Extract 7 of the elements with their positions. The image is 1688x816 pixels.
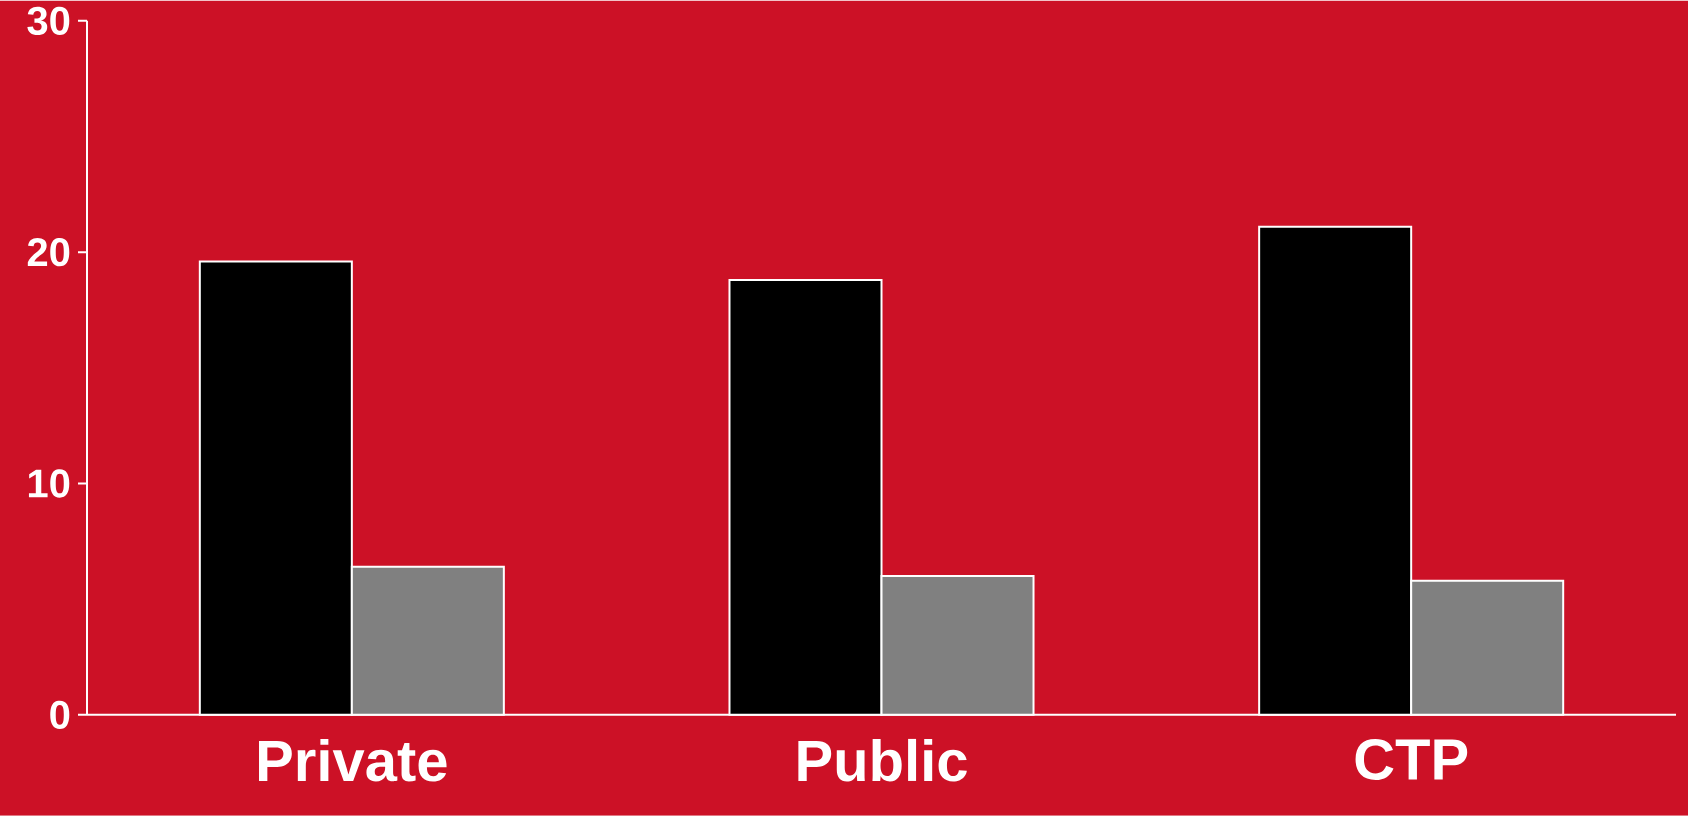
y-tick-label: 10 — [28, 469, 70, 498]
y-tick-label: 20 — [27, 238, 70, 267]
x-tick-label: CTP — [1355, 739, 1468, 781]
y-tick-label: 0 — [50, 700, 70, 730]
x-tick-label: Private — [259, 738, 447, 782]
x-tick-label: Public — [798, 738, 967, 782]
y-tick-label: 30 — [27, 6, 70, 36]
